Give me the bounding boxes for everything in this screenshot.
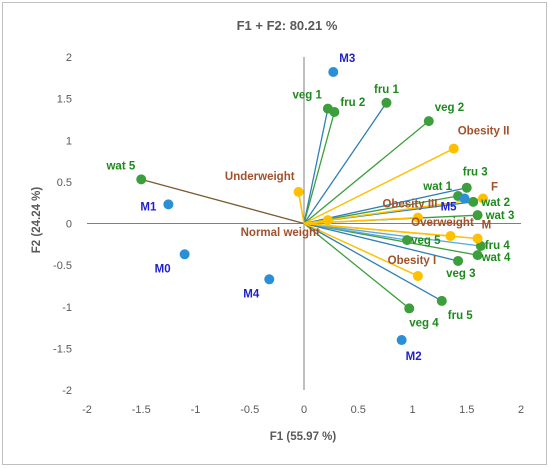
variable-point [381,97,392,108]
category-point [322,215,333,226]
observation-label: M0 [155,263,171,275]
variable-vector [141,178,305,225]
variable-label: fru 5 [448,310,474,322]
x-tick-label: -2 [82,404,92,416]
category-point [445,230,456,241]
variable-vector [303,222,408,241]
variable-vector [303,222,459,262]
x-axis-title: F1 (55.97 %) [270,431,337,443]
observation-point [264,274,275,285]
variable-label: fru 1 [374,84,400,96]
x-tick-label: 0.5 [351,404,366,416]
variable-label: veg 5 [411,235,441,247]
category-label: Obesity II [458,126,510,138]
category-label: F [491,182,498,194]
observation-label: M3 [339,53,355,65]
category-label: Normal weight [241,227,320,239]
category-label: Obesity I [388,255,437,267]
variable-label: veg 4 [409,317,439,329]
y-tick-label: 0 [66,219,72,231]
variable-point [472,210,483,221]
variable-label: veg 2 [435,102,464,114]
category-point [293,186,304,197]
y-tick-label: 1.5 [57,94,72,106]
observation-label: M5 [441,202,458,214]
observation-label: M4 [243,288,260,300]
variable-label: wat 4 [481,252,511,264]
variable-label: wat 5 [105,160,135,172]
y-axis-title: F2 (24.24 %) [31,187,43,254]
x-tick-label: 2 [518,404,524,416]
chart-title: F1 + F2: 80.21 % [237,18,338,33]
category-label: Overweight [411,217,474,229]
category-label: Obesity III [382,199,437,211]
y-tick-label: -0.5 [53,260,72,272]
category-point [478,193,489,204]
category-vector [303,216,418,225]
x-tick-label: 1 [409,404,415,416]
x-tick-label: -0.5 [240,404,259,416]
variable-point [453,255,464,266]
y-tick-label: 2 [66,52,72,64]
variable-point [436,295,447,306]
y-tick-label: -2 [62,385,72,397]
variable-point [461,182,472,193]
observation-point [328,66,339,77]
variable-point [468,196,479,207]
variable-point [404,303,415,314]
category-vector [303,197,484,225]
data-points [136,66,489,346]
x-tick-label: 0 [301,404,307,416]
variable-vector [303,108,329,224]
point-labels: wat 5 veg 1 fru 2 fru 1 veg 2 fru 3 wat 1 wat 2… [105,53,514,363]
category-vector [297,191,305,224]
x-tick-label: 1.5 [459,404,474,416]
x-tick-label: -1 [191,404,201,416]
observation-label: M1 [140,201,157,213]
variable-vector [303,120,430,225]
category-vector [303,222,419,277]
variable-point [475,240,486,251]
variable-label: wat 2 [480,197,510,209]
variable-label: fru 3 [463,167,488,179]
variable-vector [303,102,387,224]
x-tick-label: -1.5 [132,404,151,416]
variable-vector [303,222,481,247]
variable-vector [303,222,443,302]
variable-label: wat 3 [485,210,515,222]
variable-point [472,250,483,261]
variable-point [423,116,434,127]
y-tick-label: 1 [66,135,72,147]
variable-label: veg 3 [446,268,475,280]
variable-label: wat 1 [422,181,452,193]
y-tick-label: -1.5 [53,343,72,355]
category-point [472,233,483,244]
category-label: Underweight [225,171,295,183]
observation-point [163,199,174,210]
variable-label: fru 4 [485,240,511,252]
observation-label: M2 [406,351,422,363]
category-point [412,212,423,223]
axis-ticks: -2 -1.5 -1 -0.5 0 0.5 1 1.5 2 2 1.5 1 0.5 0 -0.5 -1 -1.5… [53,52,524,416]
variable-point [402,235,413,246]
y-tick-label: 0.5 [57,177,72,189]
variable-point [136,174,147,185]
variable-vector [303,222,410,309]
category-label: M [482,219,492,231]
category-point [448,143,459,154]
category-vector [303,147,455,225]
observation-point [459,193,470,204]
variable-vector [303,111,336,224]
y-tick-label: -1 [62,302,72,314]
variable-label: veg 1 [292,90,322,102]
observation-point [179,249,190,260]
category-point [412,270,423,281]
variable-point [329,106,340,117]
variable-label: fru 2 [340,97,365,109]
observation-point [396,335,407,346]
